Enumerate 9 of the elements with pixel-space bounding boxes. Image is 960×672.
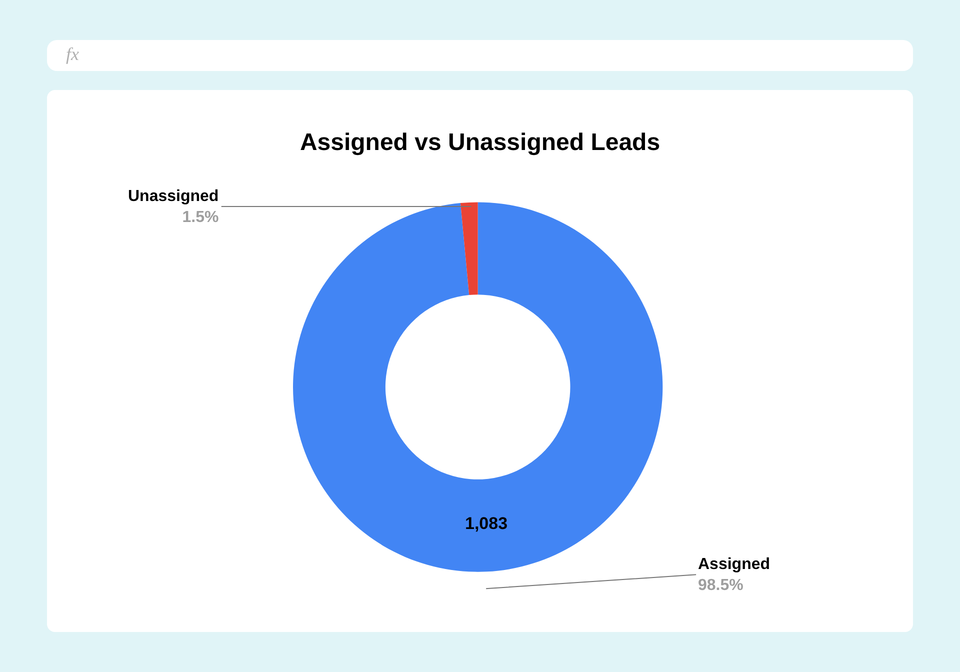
data-label: 98.5% xyxy=(698,576,744,594)
text: fx xyxy=(66,44,79,65)
slice-label: Assigned xyxy=(698,556,770,573)
donut-slice xyxy=(460,202,478,296)
text: 1,083 xyxy=(465,514,508,533)
donut-slice xyxy=(293,202,663,572)
data-label: 1.5% xyxy=(182,208,219,226)
slice-label: Unassigned xyxy=(128,188,219,205)
chart-title: Assigned vs Unassigned Leads xyxy=(300,128,660,156)
